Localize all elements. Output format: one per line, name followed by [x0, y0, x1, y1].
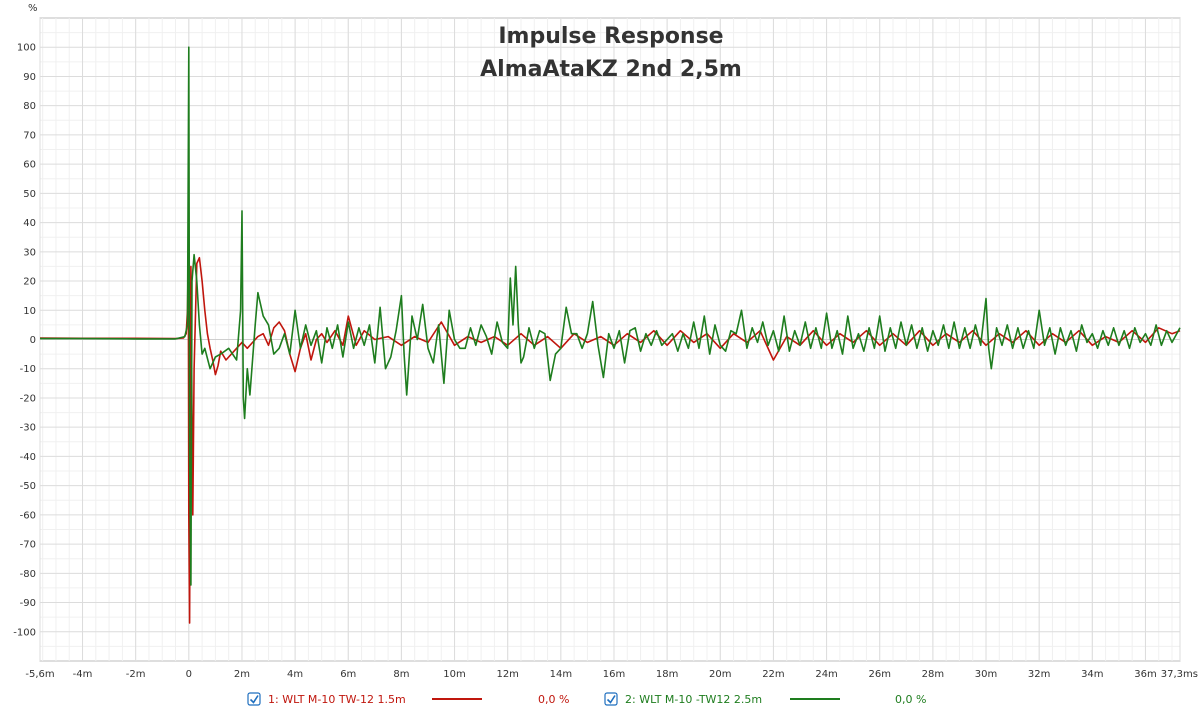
- y-axis-ticks: 1009080706050403020100-10-20-30-40-50-60…: [13, 43, 36, 639]
- x-tick-label: 26m: [868, 669, 890, 680]
- y-tick-label: 70: [23, 130, 36, 141]
- y-tick-label: 0: [30, 335, 36, 346]
- major-grid: [39, 18, 1181, 661]
- chart-subtitle: AlmaAtaKZ 2nd 2,5m: [480, 57, 742, 82]
- series-layer: [39, 46, 1181, 624]
- y-tick-label: -40: [20, 452, 36, 463]
- legend-item-1[interactable]: 1: WLT M-10 TW-12 1.5m 0,0 %: [247, 692, 569, 706]
- checkmark-icon: [606, 695, 616, 704]
- y-tick-label: 50: [23, 189, 36, 200]
- x-tick-label: 18m: [656, 669, 678, 680]
- x-tick-label: 6m: [340, 669, 356, 680]
- x-tick-label: 16m: [603, 669, 625, 680]
- x-tick-label: -5,6m: [25, 669, 54, 680]
- legend-readout-2: 0,0 %: [895, 693, 926, 706]
- y-tick-label: 10: [23, 306, 36, 317]
- y-tick-label: 20: [23, 277, 36, 288]
- y-tick-label: 60: [23, 160, 36, 171]
- x-tick-label: 30m: [975, 669, 997, 680]
- series-line-2: [40, 46, 1181, 586]
- x-tick-label: 10m: [443, 669, 465, 680]
- legend-item-2[interactable]: 2: WLT M-10 -TW12 2.5m 0,0 %: [604, 692, 926, 706]
- x-tick-label: 34m: [1081, 669, 1103, 680]
- y-tick-label: -30: [20, 423, 36, 434]
- x-tick-label: 32m: [1028, 669, 1050, 680]
- chart-title: Impulse Response: [498, 24, 723, 49]
- y-tick-label: -60: [20, 510, 36, 521]
- y-tick-label: -10: [20, 364, 36, 375]
- x-tick-label: 20m: [709, 669, 731, 680]
- y-tick-label: -20: [20, 393, 36, 404]
- legend-readout-1: 0,0 %: [538, 693, 569, 706]
- x-tick-label: 2m: [234, 669, 250, 680]
- x-axis-ticks: -5,6m -4m -2m 0 2m 4m 6m 8m 10m 12m 14m 16m 18m 20m 22…: [25, 669, 1198, 680]
- y-tick-label: 40: [23, 218, 36, 229]
- y-tick-label: -70: [20, 540, 36, 551]
- legend: 1: WLT M-10 TW-12 1.5m 0,0 % 2: WLT M-10…: [247, 692, 926, 706]
- x-tick-label: 37,3ms: [1161, 669, 1198, 680]
- y-tick-label: 90: [23, 72, 36, 83]
- legend-label-2: 2: WLT M-10 -TW12 2.5m: [625, 693, 762, 706]
- x-tick-label: -2m: [126, 669, 146, 680]
- x-tick-label: 12m: [496, 669, 518, 680]
- x-tick-label: 24m: [815, 669, 837, 680]
- y-tick-label: 80: [23, 101, 36, 112]
- y-tick-label: 30: [23, 247, 36, 258]
- y-tick-label: -100: [13, 627, 36, 638]
- x-tick-label: 8m: [393, 669, 409, 680]
- x-tick-label: -4m: [73, 669, 93, 680]
- x-tick-label: 4m: [287, 669, 303, 680]
- y-tick-label: 100: [17, 43, 36, 54]
- checkmark-icon: [249, 695, 259, 704]
- x-tick-label: 36m: [1134, 669, 1156, 680]
- y-axis-label: %: [28, 3, 38, 14]
- x-tick-label: 14m: [550, 669, 572, 680]
- legend-label-1: 1: WLT M-10 TW-12 1.5m: [268, 693, 406, 706]
- y-tick-label: -90: [20, 598, 36, 609]
- x-tick-label: 0: [186, 669, 192, 680]
- x-tick-label: 28m: [922, 669, 944, 680]
- x-tick-label: 22m: [762, 669, 784, 680]
- series-line-1: [39, 251, 1181, 624]
- y-tick-label: -50: [20, 481, 36, 492]
- y-tick-label: -80: [20, 569, 36, 580]
